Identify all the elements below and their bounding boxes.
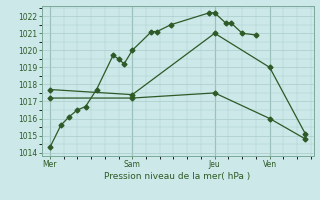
X-axis label: Pression niveau de la mer( hPa ): Pression niveau de la mer( hPa )	[104, 172, 251, 181]
